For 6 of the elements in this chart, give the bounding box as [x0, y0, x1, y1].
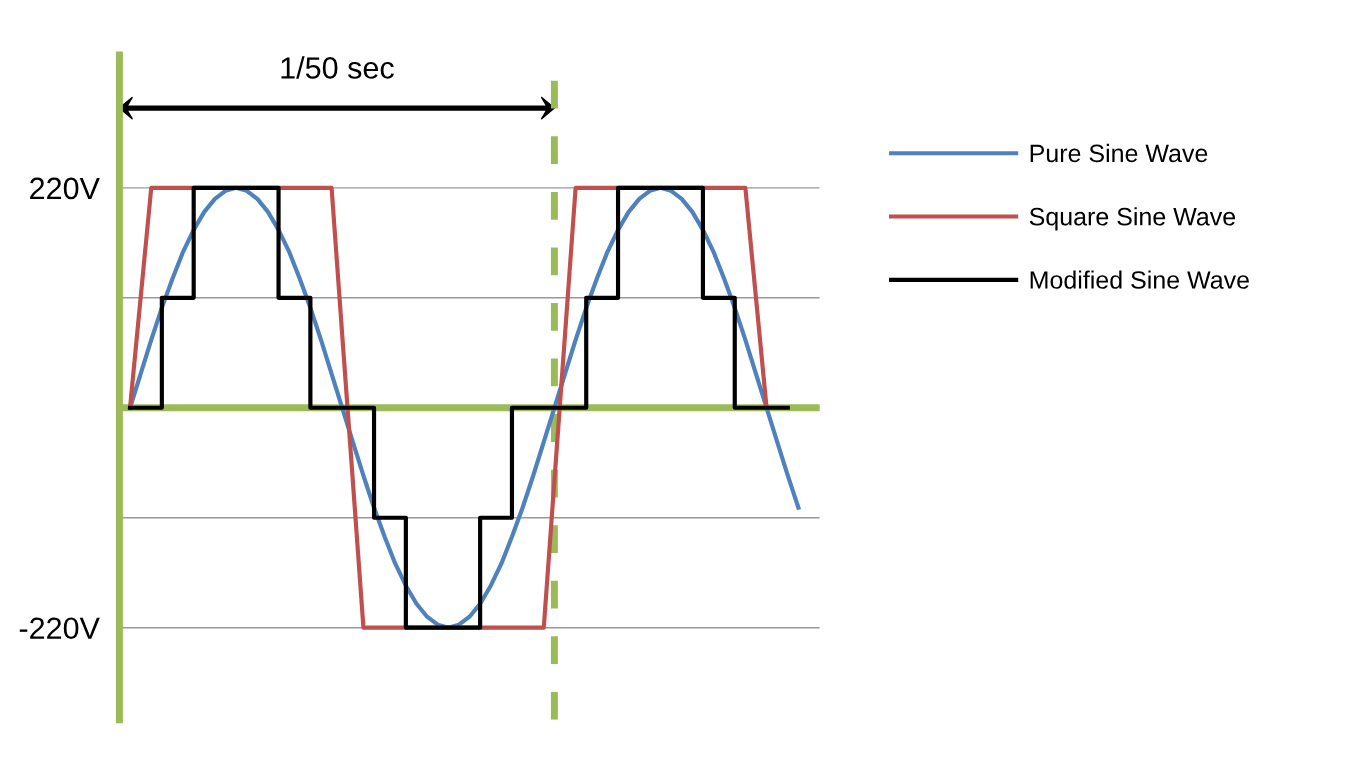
annotation: 1/50 sec [281, 56, 394, 79]
y-tick-label: -220V [19, 617, 100, 640]
legend-label: Modified Sine Wave [1030, 270, 1249, 289]
legend-label: Pure Sine Wave [1030, 143, 1208, 163]
y-tick-label: 220V [30, 177, 100, 200]
legend-label: Square Sine Wave [1029, 207, 1236, 231]
